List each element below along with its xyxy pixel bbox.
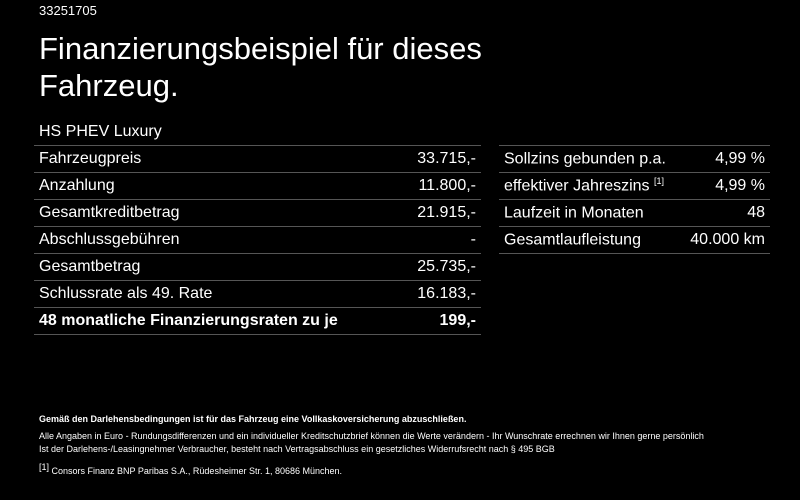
row-value: 21.915,- [399, 199, 481, 227]
row-value: - [399, 226, 481, 254]
table-row: Gesamtbetrag 25.735,- [34, 253, 481, 281]
row-label: effektiver Jahreszins [1] [499, 172, 681, 200]
row-label: Laufzeit in Monaten [499, 199, 681, 227]
table-row: Gesamtlaufleistung 40.000 km [499, 226, 770, 254]
table-row: Anzahlung 11.800,- [34, 172, 481, 200]
table-row: effektiver Jahreszins [1] 4,99 % [499, 172, 770, 200]
model-name: HS PHEV Luxury [39, 123, 162, 140]
row-value: 48 [680, 199, 770, 227]
table-row: 48 monatliche Finanzierungsraten zu je 19… [34, 307, 481, 335]
footnotes: Gemäß den Darlehensbedingungen ist für d… [39, 413, 769, 480]
reference-note: [1] Consors Finanz BNP Paribas S.A., Rüd… [39, 461, 769, 478]
insurance-note: Gemäß den Darlehensbedingungen ist für d… [39, 414, 467, 424]
row-value: 4,99 % [680, 145, 770, 173]
label-text: effektiver Jahreszins [504, 177, 650, 195]
row-label: Schlussrate als 49. Rate [34, 280, 400, 308]
row-label: Sollzins gebunden p.a. [499, 145, 681, 173]
page-title: Finanzierungsbeispiel für dieses Fahrzeu… [39, 31, 482, 103]
row-label: Anzahlung [34, 172, 400, 200]
label-text: Abschlussgebühren [39, 231, 180, 248]
vehicle-id: 33251705 [39, 3, 97, 18]
row-label: Abschlussgebühren [34, 226, 400, 254]
table-row: Laufzeit in Monaten 48 [499, 199, 770, 227]
table-row: Schlussrate als 49. Rate 16.183,- [34, 280, 481, 308]
label-text: Sollzins gebunden p.a. [504, 150, 666, 168]
row-value: 4,99 % [680, 172, 770, 200]
row-value: 11.800,- [399, 172, 481, 200]
rates-table: Sollzins gebunden p.a. 4,99 % effektiver … [499, 145, 770, 254]
row-value: 16.183,- [399, 280, 481, 308]
row-value: 25.735,- [399, 253, 481, 281]
ref-text: Consors Finanz BNP Paribas S.A., Rüdeshe… [51, 466, 343, 476]
row-value: 199,- [399, 307, 481, 335]
row-label: Gesamtbetrag [34, 253, 400, 281]
table-row: Sollzins gebunden p.a. 4,99 % [499, 145, 770, 173]
row-label: Gesamtlaufleistung [499, 226, 681, 254]
label-text: Gesamtkreditbetrag [39, 204, 180, 221]
label-text: Schlussrate als 49. Rate [39, 285, 213, 302]
table-row: Gesamtkreditbetrag 21.915,- [34, 199, 481, 227]
label-text: Gesamtlaufleistung [504, 231, 641, 249]
disclaimer-line-1: Alle Angaben in Euro - Rundungsdifferenz… [39, 431, 704, 441]
row-label: 48 monatliche Finanzierungsraten zu je [34, 307, 400, 335]
disclaimer-line-2: Ist der Darlehens-/Leasingnehmer Verbrau… [39, 444, 555, 454]
footnote-mark: [1] [654, 176, 665, 187]
label-text: Laufzeit in Monaten [504, 204, 644, 222]
row-value: 33.715,- [399, 145, 481, 173]
table-row: Abschlussgebühren - [34, 226, 481, 254]
label-text: 48 monatliche Finanzierungsraten zu je [39, 312, 338, 329]
row-label: Gesamtkreditbetrag [34, 199, 400, 227]
financing-table: Fahrzeugpreis 33.715,- Anzahlung 11.800,- Ge… [34, 145, 481, 335]
label-text: Fahrzeugpreis [39, 150, 142, 167]
label-text: Gesamtbetrag [39, 258, 141, 275]
table-row: Fahrzeugpreis 33.715,- [34, 145, 481, 173]
label-text: Anzahlung [39, 177, 115, 194]
ref-mark: [1] [39, 462, 50, 472]
row-value: 40.000 km [680, 226, 770, 254]
row-label: Fahrzeugpreis [34, 145, 400, 173]
